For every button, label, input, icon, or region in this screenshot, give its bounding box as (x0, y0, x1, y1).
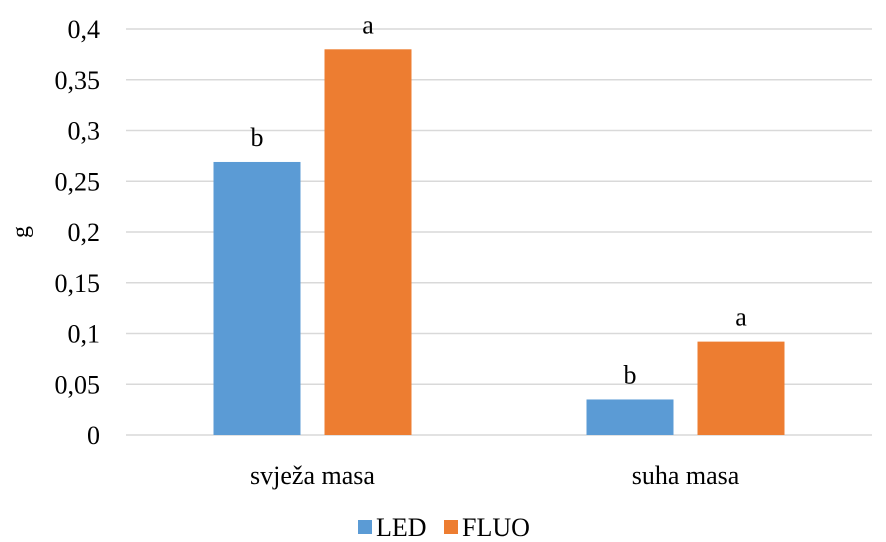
legend-swatch-fluo (444, 520, 458, 534)
legend-label-fluo: FLUO (462, 513, 530, 542)
significance-letter: b (624, 360, 637, 389)
y-axis-ticks: 0 0,05 0,1 0,15 0,2 0,25 0,3 0,35 0,4 (55, 15, 101, 450)
y-tick-label: 0 (87, 421, 100, 450)
y-tick-label: 0,4 (68, 15, 101, 44)
bars (213, 49, 785, 436)
y-axis-title: g (8, 226, 34, 238)
legend-swatch-led (358, 520, 372, 534)
y-tick-label: 0,15 (55, 269, 101, 298)
legend-label-led: LED (376, 513, 427, 542)
category-label: suha masa (632, 461, 740, 490)
bar-led (586, 399, 674, 435)
bar-led (213, 161, 301, 435)
category-labels: svježa masa suha masa (250, 461, 740, 490)
y-tick-label: 0,3 (68, 117, 101, 146)
y-tick-label: 0,1 (68, 320, 101, 349)
significance-letter: a (735, 303, 747, 332)
y-tick-label: 0,35 (55, 66, 101, 95)
significance-letter: a (362, 10, 374, 39)
significance-letters: b a b a (251, 10, 748, 389)
bar-fluo (697, 341, 785, 435)
y-tick-label: 0,2 (68, 218, 101, 247)
category-label: svježa masa (250, 461, 375, 490)
y-tick-label: 0,25 (55, 167, 101, 196)
significance-letter: b (251, 123, 264, 152)
bar-fluo (324, 49, 412, 436)
legend: LED FLUO (358, 513, 530, 542)
y-tick-label: 0,05 (55, 370, 101, 399)
